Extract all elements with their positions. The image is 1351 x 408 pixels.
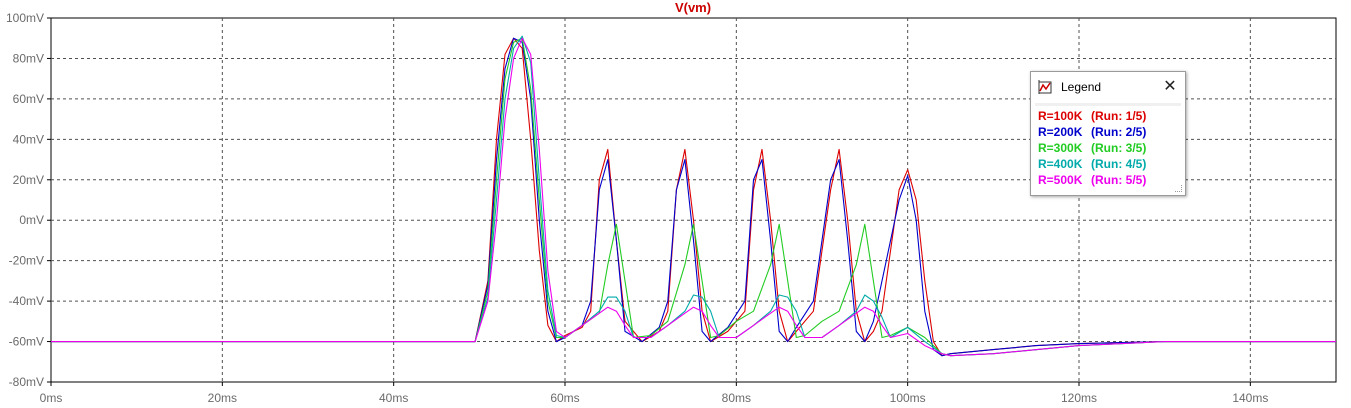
y-tick-label: 20mV [13, 173, 44, 187]
y-tick-label: 100mV [6, 11, 44, 25]
legend-entry-name: R=100K [1038, 109, 1083, 123]
y-tick-label: -40mV [9, 294, 44, 308]
y-tick-label: 60mV [13, 92, 44, 106]
y-tick-label: 40mV [13, 132, 44, 146]
x-tick-label: 80ms [722, 391, 751, 405]
legend-entry-run: (Run: 4/5) [1091, 157, 1147, 171]
legend-entry-name: R=200K [1038, 125, 1083, 139]
y-tick-label: 0mV [19, 213, 44, 227]
legend-entry[interactable]: R=500K (Run: 5/5) [1038, 172, 1146, 188]
legend-entry[interactable]: R=300K (Run: 3/5) [1038, 140, 1146, 156]
x-tick-label: 20ms [208, 391, 237, 405]
legend-entry-run: (Run: 5/5) [1091, 173, 1147, 187]
y-tick-label: -80mV [9, 375, 44, 389]
legend-entry-run: (Run: 1/5) [1091, 109, 1147, 123]
legend-entry[interactable]: R=200K (Run: 2/5) [1038, 124, 1146, 140]
resize-grip-icon[interactable] [1175, 185, 1182, 192]
series-line-r-400k [51, 35, 1336, 357]
legend-entry[interactable]: R=100K (Run: 1/5) [1038, 108, 1146, 124]
series-line-r-200k [51, 37, 1336, 357]
legend-separator [1035, 103, 1181, 106]
chart-title: V(vm) [675, 0, 711, 15]
legend-entry-name: R=400K [1038, 157, 1083, 171]
x-tick-label: 120ms [1061, 391, 1097, 405]
x-tick-label: 40ms [379, 391, 408, 405]
legend-entry-name: R=300K [1038, 141, 1083, 155]
y-tick-label: 80mV [13, 51, 44, 65]
y-tick-label: -60mV [9, 335, 44, 349]
y-tick-label: -20mV [9, 254, 44, 268]
legend-entry[interactable]: R=400K (Run: 4/5) [1038, 156, 1146, 172]
series-line-r-500k [51, 37, 1336, 357]
legend-icon [1038, 79, 1054, 95]
legend-entries: R=100K (Run: 1/5) R=200K (Run: 2/5) R=300K (R… [1038, 108, 1146, 188]
legend-title: Legend [1061, 80, 1102, 94]
legend-entry-name: R=500K [1038, 173, 1083, 187]
x-tick-label: 0ms [40, 391, 63, 405]
x-tick-label: 60ms [550, 391, 579, 405]
legend-window[interactable]: Legend ✕ R=100K (Run: 1/5) R=200K (Run: 2/5… [1030, 71, 1186, 196]
legend-entry-run: (Run: 2/5) [1091, 125, 1147, 139]
x-tick-label: 100ms [890, 391, 926, 405]
close-icon[interactable]: ✕ [1163, 78, 1177, 95]
legend-entry-run: (Run: 3/5) [1091, 141, 1147, 155]
legend-titlebar[interactable]: Legend ✕ [1031, 72, 1185, 102]
x-tick-label: 140ms [1232, 391, 1268, 405]
